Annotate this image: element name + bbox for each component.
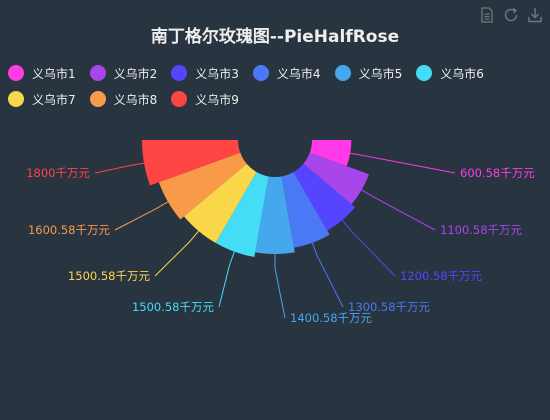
slice-label: 1300.58千万元 [348, 300, 431, 314]
rose-slice[interactable] [183, 163, 257, 243]
data-view-icon[interactable] [478, 6, 496, 24]
slice-label: 1600.58千万元 [28, 223, 111, 237]
legend: 义乌市1 义乌市2 义乌市3 义乌市4 义乌市5 义乌市6 义乌市7 义乌市8 义乌市9 [8, 64, 548, 108]
slice-label: 600.58千万元 [460, 166, 535, 180]
legend-label: 义乌市3 [195, 66, 239, 81]
rose-slice[interactable] [281, 172, 330, 248]
legend-item[interactable]: 义乌市3 [171, 64, 239, 82]
legend-swatch-icon [89, 65, 106, 81]
legend-swatch-icon [334, 65, 351, 81]
legend-item[interactable]: 义乌市7 [8, 90, 76, 108]
legend-item[interactable]: 义乌市1 [8, 64, 76, 82]
legend-label: 义乌市4 [276, 66, 321, 81]
legend-label: 义乌市1 [32, 66, 76, 81]
save-image-icon[interactable] [526, 6, 544, 24]
label-guide-line [218, 251, 235, 308]
legend-item[interactable]: 义乌市6 [416, 64, 484, 82]
legend-label: 义乌市9 [195, 92, 239, 107]
label-guide-line [114, 201, 169, 231]
legend-label: 义乌市5 [358, 66, 403, 81]
restore-icon[interactable] [502, 6, 520, 24]
label-guide-line [311, 242, 344, 308]
legend-item[interactable]: 义乌市5 [334, 64, 403, 82]
label-guide-line [361, 189, 436, 231]
legend-swatch-icon [252, 65, 269, 81]
legend-item[interactable]: 义乌市8 [89, 90, 158, 108]
label-guide-line [154, 230, 199, 277]
slice-label: 1100.58千万元 [440, 223, 523, 237]
chart-title: 南丁格尔玫瑰图--PieHalfRose [150, 27, 400, 47]
legend-item[interactable]: 义乌市9 [171, 90, 239, 108]
legend-label: 义乌市7 [32, 92, 76, 107]
legend-label: 义乌市6 [440, 66, 484, 81]
legend-swatch-icon [416, 65, 433, 81]
label-guide-line [341, 219, 396, 277]
rose-slice[interactable] [303, 152, 369, 205]
legend-swatch-icon [171, 91, 188, 107]
legend-swatch-icon [8, 65, 24, 81]
slice-label: 1200.58千万元 [400, 269, 483, 283]
legend-swatch-icon [8, 91, 24, 107]
legend-label: 义乌市2 [113, 66, 158, 81]
legend-item[interactable]: 义乌市2 [89, 64, 158, 82]
legend-label: 义乌市8 [113, 92, 158, 107]
label-guide-line [274, 254, 286, 319]
legend-swatch-icon [171, 65, 188, 81]
rose-slice[interactable] [293, 163, 356, 231]
rose-slice[interactable] [142, 140, 241, 186]
slice-label: 1400.58千万元 [290, 311, 373, 325]
label-guide-line [350, 152, 456, 174]
slice-label: 1800千万元 [26, 166, 90, 180]
rose-slice[interactable] [158, 152, 247, 220]
slice-label: 1500.58千万元 [68, 269, 151, 283]
legend-swatch-icon [89, 91, 106, 107]
toolbox [478, 6, 544, 24]
slice-label: 1500.58千万元 [132, 300, 215, 314]
rose-slice[interactable] [215, 172, 269, 258]
rose-slice[interactable] [255, 176, 295, 255]
legend-item[interactable]: 义乌市4 [252, 64, 321, 82]
rose-slice[interactable] [309, 140, 352, 167]
label-guide-line [94, 162, 145, 174]
